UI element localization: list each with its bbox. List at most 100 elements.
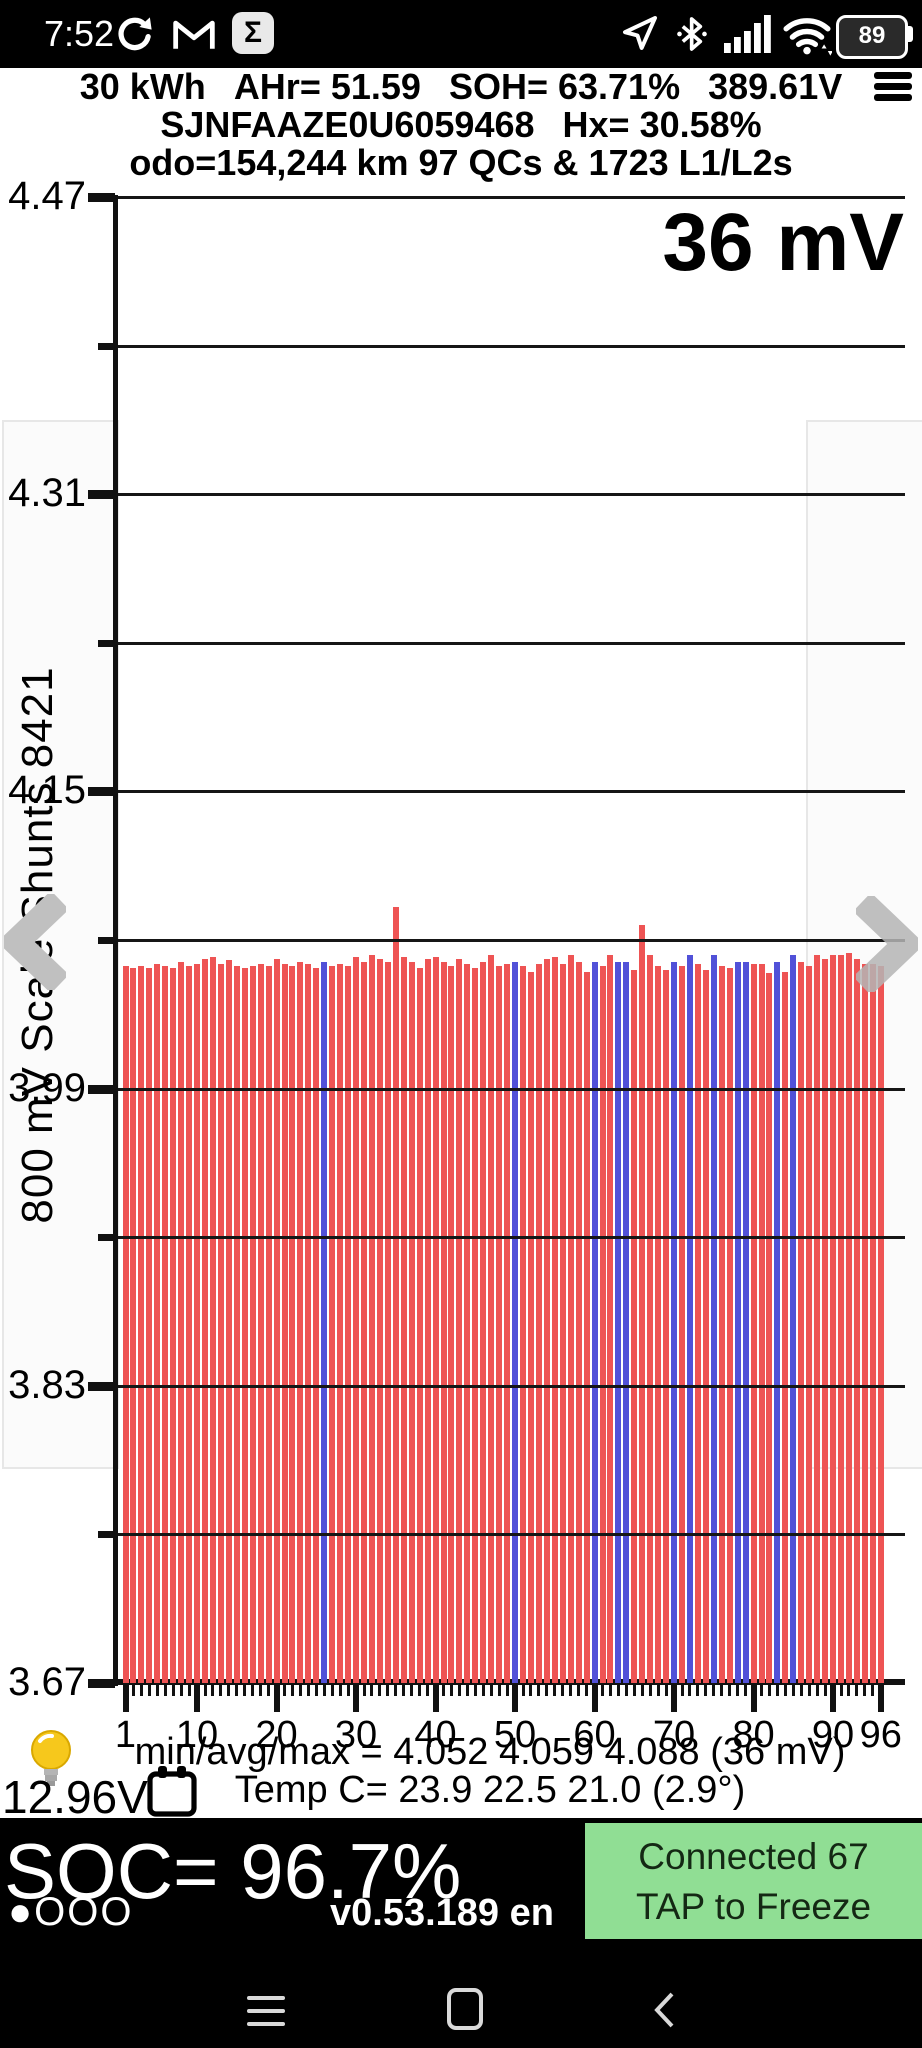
x-minor-tick xyxy=(640,1685,644,1696)
app-version: v0.53.189 en xyxy=(330,1892,554,1934)
x-minor-tick xyxy=(147,1685,151,1696)
cell-bar xyxy=(353,956,360,1683)
chevron-left-icon[interactable] xyxy=(4,894,66,990)
cell-bar xyxy=(639,925,646,1683)
x-minor-tick xyxy=(203,1685,207,1696)
cell-bar xyxy=(225,960,232,1683)
gridline xyxy=(118,344,905,348)
cell-bar xyxy=(456,958,463,1683)
cell-bar xyxy=(655,966,662,1683)
y-major-tick xyxy=(88,1679,115,1688)
x-minor-tick xyxy=(187,1685,191,1696)
cell-bar xyxy=(297,962,304,1683)
y-tick-label: 4.15 xyxy=(8,768,86,813)
plot-area[interactable] xyxy=(118,196,905,1683)
x-minor-tick xyxy=(410,1685,414,1696)
chevron-right-icon[interactable] xyxy=(856,896,918,992)
x-minor-tick xyxy=(426,1685,430,1696)
cell-bar xyxy=(186,966,193,1683)
gridline xyxy=(118,196,905,199)
wifi-icon xyxy=(783,18,832,56)
cell-bar-shunt xyxy=(710,954,717,1683)
cell-bar xyxy=(488,954,495,1683)
cell-bar xyxy=(217,964,224,1683)
nav-home-icon[interactable] xyxy=(447,1988,483,2030)
status-bar: 7:52 Σ xyxy=(0,0,922,68)
x-minor-tick xyxy=(648,1685,652,1696)
x-major-tick xyxy=(122,1685,129,1712)
cell-bar xyxy=(647,954,654,1683)
bluetooth-icon xyxy=(677,17,707,51)
cell-bar xyxy=(853,958,860,1683)
cell-bar xyxy=(679,966,685,1683)
cell-bar xyxy=(869,964,876,1683)
x-minor-tick xyxy=(680,1685,684,1696)
x-tick-label: 90 xyxy=(811,1714,855,1756)
x-minor-tick xyxy=(394,1685,398,1696)
x-minor-tick xyxy=(442,1685,445,1696)
x-minor-tick xyxy=(259,1685,263,1696)
cell-bar xyxy=(559,964,566,1683)
x-minor-tick xyxy=(370,1685,374,1696)
x-minor-tick xyxy=(537,1685,541,1696)
x-major-tick xyxy=(830,1685,837,1712)
x-minor-tick xyxy=(227,1685,231,1696)
cell-bar xyxy=(448,966,455,1683)
x-minor-tick xyxy=(330,1685,334,1696)
x-tick-label: 30 xyxy=(334,1714,378,1756)
odometer-line: odo=154,244 km 97 QCs & 1723 L1/L2s xyxy=(129,142,793,183)
cell-bar xyxy=(583,971,590,1683)
signal-icon xyxy=(724,15,771,53)
gridline xyxy=(118,493,905,497)
x-minor-tick xyxy=(489,1685,493,1696)
nav-back-icon[interactable] xyxy=(652,1988,676,2032)
x-minor-tick xyxy=(553,1685,557,1696)
x-minor-tick xyxy=(418,1685,422,1696)
menu-icon[interactable] xyxy=(874,72,912,102)
gridline xyxy=(118,1236,905,1240)
gridline xyxy=(118,790,905,794)
cell-bar xyxy=(257,964,264,1683)
x-major-tick xyxy=(194,1685,201,1712)
header-line-1: 30 kWh AHr= 51.59 SOH= 63.71% 389.61V xyxy=(0,66,922,108)
sigma-icon: Σ xyxy=(232,12,274,54)
cell-bar xyxy=(535,964,542,1683)
battery-percent: 89 xyxy=(858,22,886,49)
x-major-tick xyxy=(512,1685,519,1712)
cell-bar-shunt xyxy=(734,962,741,1683)
nav-menu-icon[interactable] xyxy=(247,1996,285,2035)
gridline xyxy=(118,641,905,645)
x-major-tick xyxy=(671,1685,678,1712)
calendar-icon[interactable] xyxy=(146,1764,198,1818)
cell-bar xyxy=(599,966,606,1683)
lightbulb-icon[interactable] xyxy=(28,1728,74,1806)
x-minor-tick xyxy=(847,1685,851,1696)
x-minor-tick xyxy=(290,1685,294,1696)
cell-bar xyxy=(376,958,383,1683)
x-minor-tick xyxy=(839,1685,843,1696)
gmail-icon xyxy=(173,20,215,49)
cell-bar xyxy=(838,954,844,1683)
cell-bar xyxy=(209,956,216,1683)
cell-bar xyxy=(718,966,725,1683)
y-major-tick xyxy=(88,787,115,797)
x-minor-tick xyxy=(608,1685,612,1696)
gridline xyxy=(118,1533,905,1537)
x-minor-tick xyxy=(561,1685,565,1696)
cell-bar xyxy=(543,958,550,1683)
cell-bar xyxy=(567,954,574,1683)
sync-icon xyxy=(118,17,152,51)
cell-bar xyxy=(758,964,765,1683)
connection-status-button[interactable]: Connected 67 TAP to Freeze xyxy=(585,1823,922,1939)
bottom-bar: SOC= 96.7% ●OOO v0.53.189 en Connected 6… xyxy=(0,1818,922,2048)
cell-bar xyxy=(241,967,248,1683)
pack-size: 30 kWh xyxy=(79,66,206,107)
cell-bar xyxy=(122,966,129,1683)
y-major-tick xyxy=(88,490,115,500)
cell-bar xyxy=(464,964,471,1683)
cell-bar xyxy=(170,967,177,1683)
cell-bar xyxy=(861,964,868,1683)
cell-bar xyxy=(702,969,709,1683)
x-minor-tick xyxy=(155,1685,159,1696)
